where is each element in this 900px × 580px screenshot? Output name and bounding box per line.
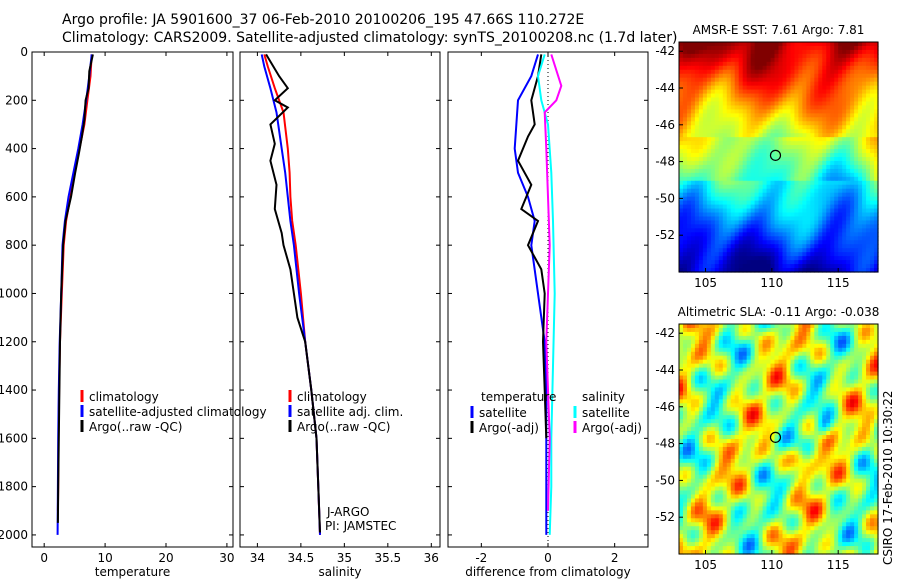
series-line-argo-adj-	[516, 54, 548, 439]
series-line-satellite	[513, 54, 548, 535]
map-y-tick-label: -52	[655, 228, 675, 242]
map-x-tick-label: 110	[760, 558, 783, 572]
legend-label: satellite-adjusted climatology	[89, 405, 267, 419]
panel-frame-1	[31, 51, 234, 548]
x-tick-label: -2	[475, 551, 487, 565]
x-tick-label: 0	[544, 551, 552, 565]
legend-label: Argo(..raw -QC)	[297, 420, 390, 434]
x-tick-label: 35.5	[374, 551, 401, 565]
x-tick-label: 36	[424, 551, 439, 565]
map-y-tick-label: -48	[655, 155, 675, 169]
argo-float-position-marker	[769, 149, 782, 161]
y-tick-label: 1400	[0, 383, 28, 397]
pi-annotation: PI: JAMSTEC	[325, 519, 396, 533]
map-y-tick-label: -42	[655, 326, 675, 340]
x-tick-label: 34	[250, 551, 265, 565]
series-line-argo-raw-qc-	[56, 54, 94, 523]
map-y-tick-label: -52	[655, 510, 675, 524]
map-y-tick-label: -44	[655, 363, 675, 377]
legend-label: satellite	[479, 406, 527, 420]
x-axis-label: difference from climatology	[465, 565, 631, 579]
map-x-tick-label: 115	[827, 558, 850, 572]
y-tick-label: 1600	[0, 431, 28, 445]
figure-title-line2: Climatology: CARS2009. Satellite-adjuste…	[62, 30, 678, 46]
x-axis-label: salinity	[318, 565, 361, 579]
map-y-tick-label: -44	[655, 81, 675, 95]
x-tick-label: 20	[158, 551, 173, 565]
y-tick-label: 0	[20, 45, 28, 59]
x-axis-label: temperature	[95, 565, 170, 579]
legend-label: Argo(..raw -QC)	[89, 420, 182, 434]
sst-heatmap-field	[679, 42, 879, 273]
map-y-tick-label: -50	[655, 191, 675, 205]
map-x-tick-label: 110	[760, 276, 783, 290]
map-frame	[678, 323, 879, 555]
map-x-tick-label: 105	[694, 276, 717, 290]
map-x-tick-label: 105	[694, 558, 717, 572]
series-line-satellite	[536, 54, 556, 535]
x-tick-label: 2	[611, 551, 619, 565]
figure-title-line1: Argo profile: JA 5901600_37 06-Feb-2010 …	[62, 12, 585, 28]
map-y-tick-label: -42	[655, 44, 675, 58]
map-y-tick-label: -48	[655, 437, 675, 451]
map-title: Altimetric SLA: -0.11 Argo: -0.038	[678, 305, 880, 319]
legend-label: Argo(-adj)	[479, 421, 539, 435]
series-line-argo-adj-	[543, 54, 563, 511]
x-tick-label: 34.5	[288, 551, 315, 565]
legend-label: climatology	[89, 390, 159, 404]
legend-label: satellite	[582, 406, 630, 420]
y-tick-label: 1200	[0, 335, 28, 349]
legend-label: climatology	[297, 390, 367, 404]
map-frame	[678, 41, 879, 273]
x-tick-label: 35	[337, 551, 352, 565]
y-tick-label: 800	[5, 238, 28, 252]
map-y-tick-label: -46	[655, 118, 675, 132]
map-title: AMSR-E SST: 7.61 Argo: 7.81	[693, 23, 865, 37]
y-tick-label: 1800	[0, 480, 28, 494]
x-tick-label: 10	[97, 551, 112, 565]
map-x-tick-label: 115	[827, 276, 850, 290]
y-tick-label: 200	[5, 93, 28, 107]
series-line-argo-raw-qc-	[265, 53, 321, 533]
legend-label: Argo(-adj)	[582, 421, 642, 435]
legend-title-temperature: temperature	[481, 390, 556, 404]
x-tick-label: 0	[40, 551, 48, 565]
y-tick-label: 2000	[0, 528, 28, 542]
footer-credit: CSIRO 17-Feb-2010 10:30:22	[881, 390, 895, 565]
legend-label: satellite adj. clim.	[297, 405, 403, 419]
x-tick-label: 30	[219, 551, 234, 565]
y-tick-label: 600	[5, 190, 28, 204]
map-y-tick-label: -50	[655, 473, 675, 487]
y-tick-label: 1000	[0, 286, 28, 300]
y-tick-label: 400	[5, 142, 28, 156]
argo-float-position-marker	[769, 431, 782, 443]
sla-heatmap-field	[679, 324, 879, 555]
map-y-tick-label: -46	[655, 400, 675, 414]
legend-title-salinity: salinity	[582, 390, 625, 404]
float-id-annotation: J-ARGO	[326, 505, 369, 519]
